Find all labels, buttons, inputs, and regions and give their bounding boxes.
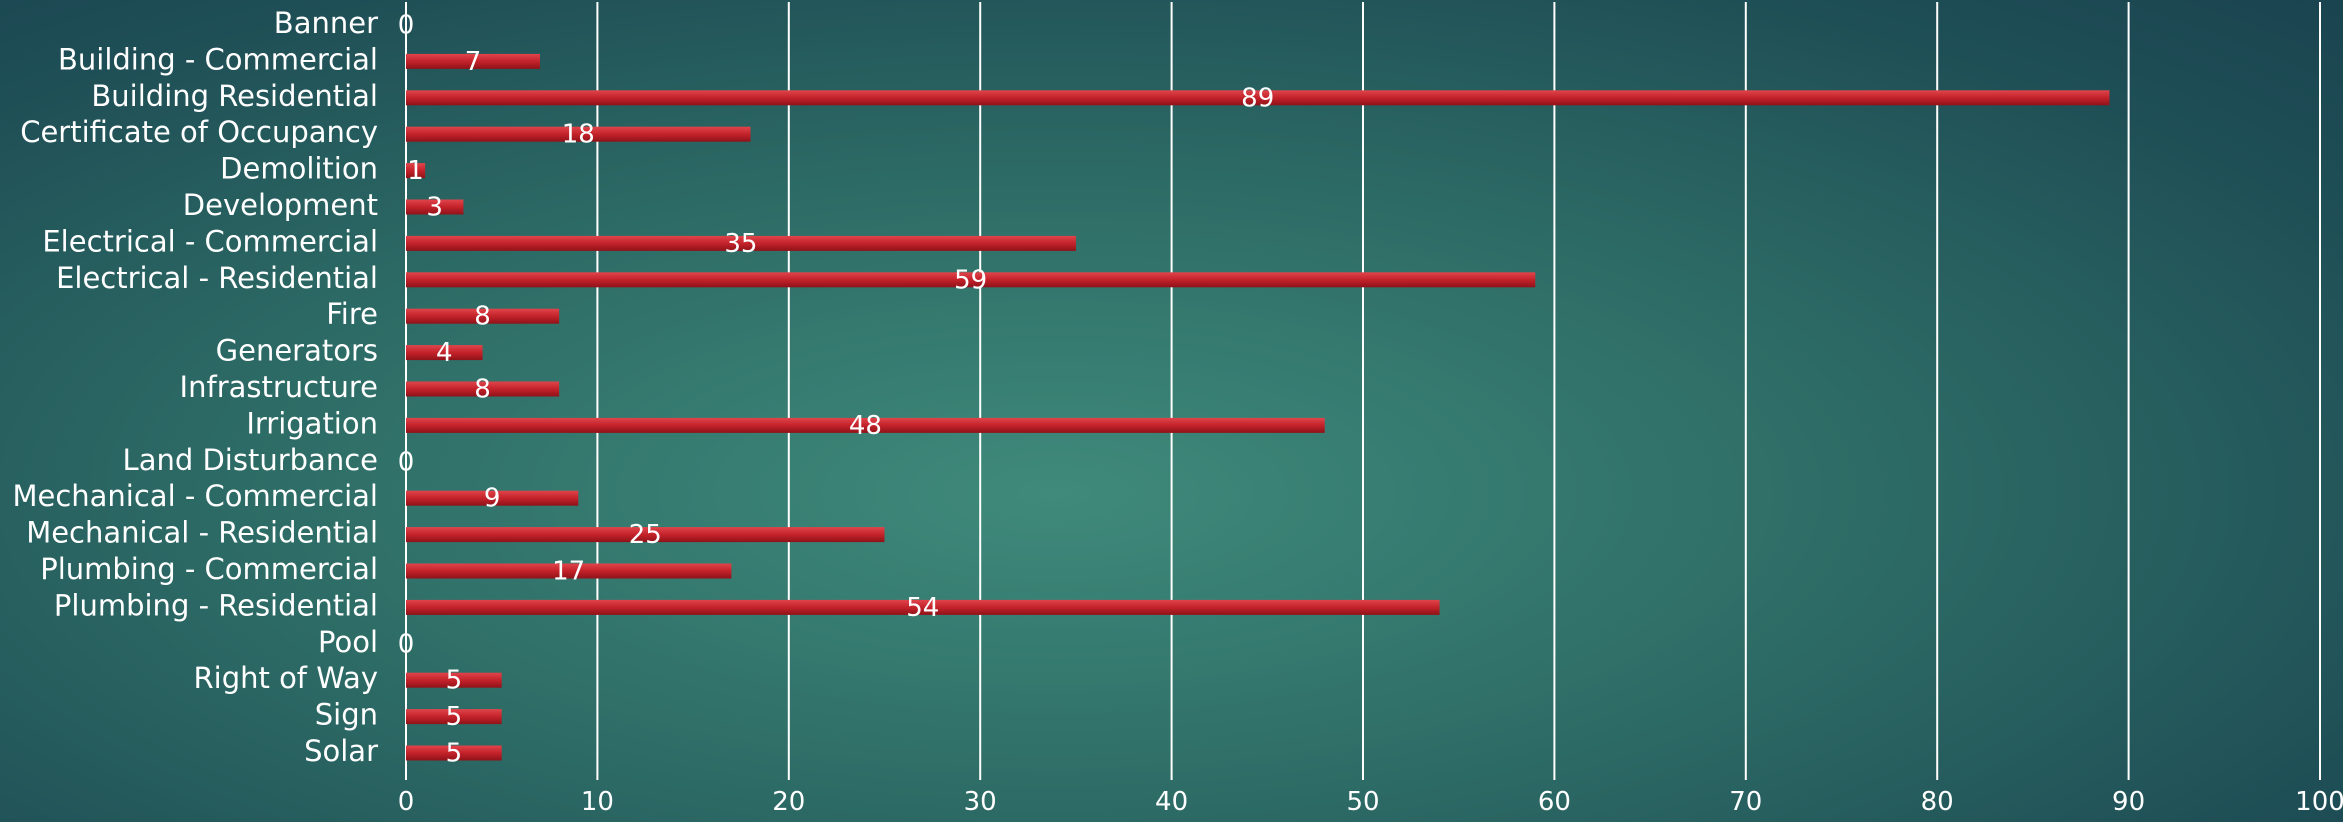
bar (406, 345, 483, 361)
bar (406, 272, 1536, 288)
data-label: 17 (552, 557, 585, 587)
category-label: Building Residential (91, 79, 378, 113)
category-label: Mechanical - Residential (26, 516, 378, 550)
bar (406, 745, 502, 761)
data-label: 5 (446, 702, 463, 732)
x-tick-label: 30 (964, 787, 997, 817)
category-label: Electrical - Residential (56, 261, 378, 295)
bar (406, 563, 732, 579)
bar (406, 163, 426, 179)
x-tick-label: 40 (1155, 787, 1188, 817)
category-label: Development (183, 188, 378, 222)
data-label: 0 (398, 11, 415, 41)
category-label: Certificate of Occupancy (20, 115, 378, 149)
x-tick-label: 80 (1921, 787, 1954, 817)
category-label: Plumbing - Commercial (40, 552, 378, 586)
data-label: 0 (398, 629, 415, 659)
x-tick-label: 10 (581, 787, 614, 817)
bar (406, 490, 579, 506)
data-label: 25 (629, 520, 662, 550)
category-label: Generators (216, 334, 378, 368)
data-label: 9 (484, 484, 501, 514)
bar (406, 599, 1440, 615)
bar (406, 53, 540, 69)
data-label: 3 (426, 193, 443, 223)
category-label: Banner (274, 6, 378, 40)
data-label: 8 (474, 375, 491, 405)
bar (406, 381, 560, 397)
x-tick-label: 90 (2112, 787, 2145, 817)
data-label: 8 (474, 302, 491, 332)
category-label: Sign (315, 698, 378, 732)
data-label: 48 (849, 411, 882, 441)
category-label: Electrical - Commercial (42, 224, 378, 258)
data-label: 35 (724, 229, 757, 259)
bar (406, 90, 2110, 106)
category-label: Solar (304, 734, 378, 768)
bar (406, 417, 1325, 433)
data-label: 0 (398, 447, 415, 477)
data-label: 4 (436, 338, 453, 368)
category-label: Building - Commercial (58, 42, 378, 76)
category-label: Pool (318, 625, 378, 659)
data-label: 5 (446, 666, 463, 696)
data-label: 7 (465, 47, 482, 77)
bar (406, 527, 885, 543)
category-label: Irrigation (246, 406, 378, 440)
data-label: 89 (1241, 83, 1274, 113)
x-tick-label: 70 (1729, 787, 1762, 817)
gridlines (405, 2, 2321, 780)
category-label: Right of Way (193, 661, 378, 695)
category-label: Demolition (220, 152, 378, 186)
data-label: 54 (906, 593, 939, 623)
bar (406, 235, 1076, 251)
x-tick-label: 50 (1346, 787, 1379, 817)
data-label: 5 (446, 739, 463, 769)
category-label: Mechanical - Commercial (12, 479, 378, 513)
data-label: 1 (407, 156, 424, 186)
bar (406, 709, 502, 725)
bar (406, 199, 464, 215)
bar (406, 672, 502, 688)
bars (406, 53, 2110, 761)
category-label: Land Disturbance (123, 443, 378, 477)
x-tick-label: 0 (398, 787, 415, 817)
data-label: 59 (954, 265, 987, 295)
x-tick-label: 20 (772, 787, 805, 817)
x-axis-tick-labels: 0 10 20 30 40 50 60 70 80 90 100 (398, 787, 2343, 817)
x-tick-label: 60 (1538, 787, 1571, 817)
data-label: 18 (562, 120, 595, 150)
x-tick-label: 100 (2295, 787, 2343, 817)
bar (406, 308, 560, 324)
category-label: Fire (326, 297, 378, 331)
category-label: Infrastructure (180, 370, 378, 404)
bar (406, 126, 751, 142)
category-label: Plumbing - Residential (54, 588, 378, 622)
